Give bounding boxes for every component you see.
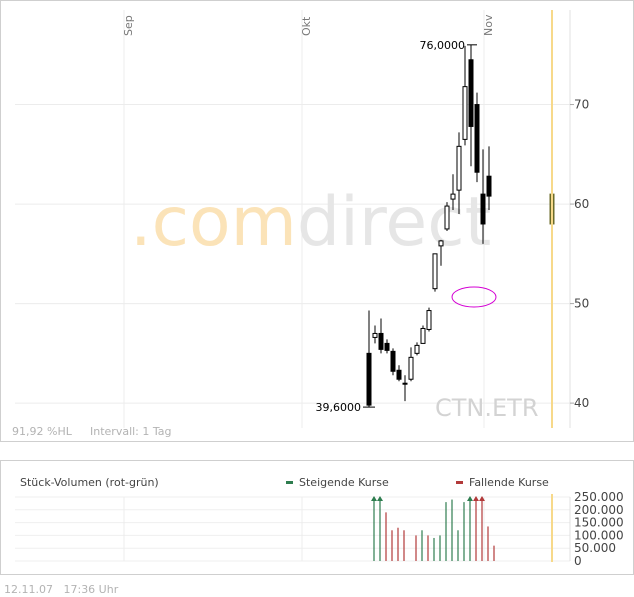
watermark: .comdirect [130,183,491,262]
candle-down [486,175,492,197]
candle-down [378,332,384,350]
candle-down [402,382,408,385]
volume-tick-label: 100.000 [574,528,624,542]
volume-clip-arrow [473,496,479,501]
volume-clip-arrow [377,496,383,501]
legend-down-swatch [456,481,463,484]
candle-down [366,352,372,406]
candle-down [480,193,486,225]
candle-up [432,253,438,290]
volume-bars [371,496,495,561]
price-tick-label: 50 [574,297,589,311]
info-hl: 91,92 %HL [12,425,73,438]
volume-tick-label: 150.000 [574,516,624,530]
candle-down [396,369,402,380]
volume-tick-label: 0 [574,554,582,568]
candle-down [474,104,480,173]
high-label: 76,0000 [420,39,466,52]
price-tick-label: 40 [574,396,589,410]
symbol-label: CTN.ETR [435,394,539,422]
price-tick-label: 70 [574,98,589,112]
timestamp-time: 17:36 Uhr [63,583,119,596]
candle-up [450,193,456,200]
volume-grid [15,496,571,562]
timestamp: 12.11.07 17:36 Uhr [4,583,118,596]
price-tick-label: 60 [574,197,589,211]
candle-up [456,145,462,191]
extreme-markers: 76,0000 39,6000 [316,39,477,414]
price-axis: 40 50 60 70 [570,98,589,410]
breakout-highlight [451,286,497,308]
month-labels: Sep Okt Nov [122,14,495,36]
candles [366,44,555,408]
volume-tick-label: 250.000 [574,490,624,504]
low-label: 39,6000 [316,401,362,414]
legend-up-label: Steigende Kurse [299,476,389,489]
candle-up [438,240,444,247]
volume-clip-arrow [479,496,485,501]
legend-down-label: Fallende Kurse [469,476,549,489]
volume-panel-frame [0,460,634,575]
candle-up [414,344,420,354]
candle-down [384,342,390,351]
legend-up-swatch [286,481,293,484]
candle-up [408,356,414,380]
month-label: Nov [482,14,495,36]
candle-up [426,310,432,330]
candle-up [372,332,378,338]
price-panel-frame [0,0,634,442]
candle-down [468,59,474,127]
volume-tick-label: 200.000 [574,503,624,517]
candle-up [462,86,468,140]
month-label: Sep [122,15,135,36]
info-interval: Intervall: 1 Tag [90,425,172,438]
month-label: Okt [300,16,313,36]
volume-title: Stück-Volumen (rot-grün) [20,476,159,489]
volume-clip-arrow [467,496,473,501]
volume-clip-arrow [371,496,377,501]
candle-down [390,350,396,372]
volume-tick-label: 50.000 [574,541,616,555]
candle-up [444,205,450,230]
candle-up [420,327,426,344]
timestamp-date: 12.11.07 [4,583,53,596]
